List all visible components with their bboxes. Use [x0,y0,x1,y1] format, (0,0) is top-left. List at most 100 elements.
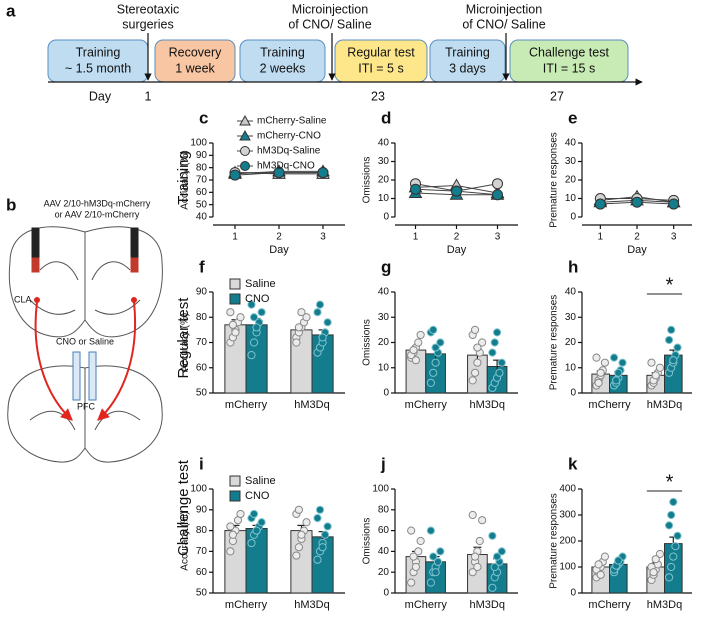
legend-label: mCherry-Saline [257,116,327,127]
panel-label: b [6,195,16,214]
data-point [436,547,445,556]
data-point [292,338,301,347]
marker [668,198,680,210]
data-point [647,358,656,367]
x-tick-label: 3 [671,232,677,243]
x-tick-label: 3 [320,232,326,243]
data-point [495,368,504,377]
data-point [426,526,435,535]
x-tick-label: hM3Dq [470,599,505,611]
data-point [231,328,240,337]
data-point [226,308,235,317]
event-label: of CNO/ Saline [462,17,545,31]
x-tick-label: 2 [634,232,640,243]
data-point [416,536,425,546]
data-point [470,552,480,561]
y-tick-label: 60 [196,567,208,578]
data-point [609,353,619,362]
stage-label: ~ 1.5 month [65,61,131,75]
data-point [649,568,658,577]
significance-mark: * [666,471,674,493]
y-tick-label: 100 [190,138,207,149]
x-tick-label: mCherry [588,599,631,611]
y-tick-label: 20 [565,337,577,348]
y-tick-label: 0 [383,212,389,223]
y-tick-label: 200 [559,536,576,547]
virus-label: or AAV 2/10-mCherry [55,209,140,219]
data-point [600,358,610,367]
data-point [594,378,603,387]
legend-marker [240,146,250,156]
y-tick-label: 50 [196,588,208,599]
panel-label: d [381,108,391,127]
data-point [313,555,322,564]
data-point [669,552,678,561]
legend-swatch [229,278,241,290]
virus-label: AAV 2/10-hM3Dq-mCherry [44,198,151,208]
panel-label: a [6,1,16,20]
data-point [411,562,421,572]
data-point [614,368,623,377]
y-tick-label: 70 [196,175,208,186]
data-point [431,358,440,367]
y-axis-label: Premature responses [549,132,560,228]
y-tick-label: 0 [570,212,576,223]
y-tick-label: 0 [570,388,576,399]
data-point [673,343,682,352]
data-point [664,335,674,345]
panel-label: j [380,454,386,473]
data-point [236,313,245,322]
data-point [667,562,676,572]
data-point [228,530,238,539]
data-point [468,568,477,577]
data-point [249,313,259,322]
data-point [600,552,610,561]
data-point [411,356,421,365]
y-axis-label: Omissions [362,518,373,565]
data-point [664,521,674,530]
data-point [475,536,484,546]
event-label: of CNO/ Saline [288,17,371,31]
x-tick-label: mCherry [405,599,448,611]
data-point [302,518,311,527]
data-point [594,560,603,569]
data-point [257,518,266,527]
data-point [416,330,425,340]
data-point [407,526,416,535]
y-tick-label: 50 [196,199,208,210]
data-point [236,509,245,519]
data-point [655,549,665,559]
data-point [478,338,487,347]
x-tick-label: 1 [598,232,604,243]
stage-label: 2 weeks [260,61,306,75]
source-label: CLA [14,294,32,304]
marker [631,196,643,208]
data-point [226,522,235,531]
target-label: PFC [77,401,96,411]
significance-mark: * [666,274,674,296]
stage-label: ITI = 15 s [543,61,595,75]
legend-label: Saline [245,475,276,487]
data-point [669,356,678,365]
data-point [470,368,480,377]
marker [229,169,241,181]
y-tick-label: 10 [565,362,577,373]
data-point [318,333,327,342]
panel-label: f [199,257,205,276]
day-number: 1 [145,89,152,103]
y-tick-label: 40 [565,287,577,298]
x-tick-label: hM3Dq [294,599,329,611]
marker [492,178,503,190]
data-point [492,328,502,337]
y-tick-label: 30 [378,312,390,323]
x-tick-label: 1 [232,232,238,243]
legend-swatch [229,490,241,502]
legend-label: mCherry-CNO [257,131,321,142]
data-point [297,308,306,317]
injection-label: CNO or Saline [56,336,114,346]
y-tick-label: 10 [565,193,577,204]
y-tick-label: 80 [196,162,208,173]
legend-label: CNO [245,293,270,305]
event-label: Microinjection [292,2,368,16]
